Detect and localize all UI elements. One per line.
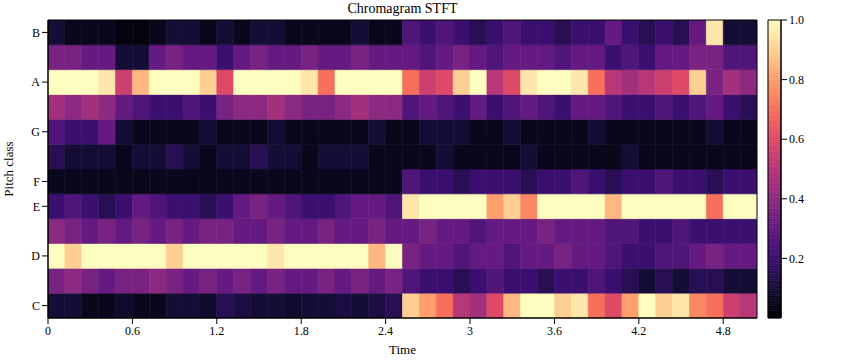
- svg-text:3.6: 3.6: [547, 324, 562, 338]
- svg-text:G: G: [31, 125, 40, 139]
- svg-text:1.2: 1.2: [209, 324, 224, 338]
- svg-text:E: E: [33, 200, 40, 214]
- svg-text:1.8: 1.8: [294, 324, 309, 338]
- svg-text:0: 0: [45, 324, 51, 338]
- svg-text:0.6: 0.6: [789, 132, 804, 146]
- html-text:Chromagram STFT: Chromagram STFT: [347, 1, 458, 16]
- svg-text:B: B: [32, 26, 40, 40]
- svg-text:1.0: 1.0: [789, 13, 804, 27]
- svg-text:4.2: 4.2: [631, 324, 646, 338]
- svg-text:0.8: 0.8: [789, 73, 804, 87]
- svg-text:3: 3: [467, 324, 473, 338]
- svg-text:0.2: 0.2: [789, 252, 804, 266]
- svg-text:Pitch class: Pitch class: [1, 141, 16, 196]
- svg-text:4.8: 4.8: [716, 324, 731, 338]
- svg-text:0.6: 0.6: [125, 324, 140, 338]
- svg-text:Time: Time: [389, 342, 416, 357]
- svg-text:F: F: [33, 175, 40, 189]
- svg-text:A: A: [31, 75, 40, 89]
- svg-text:C: C: [32, 299, 40, 313]
- svg-text:D: D: [31, 249, 40, 263]
- svg-text:0.4: 0.4: [789, 192, 804, 206]
- svg-text:2.4: 2.4: [378, 324, 393, 338]
